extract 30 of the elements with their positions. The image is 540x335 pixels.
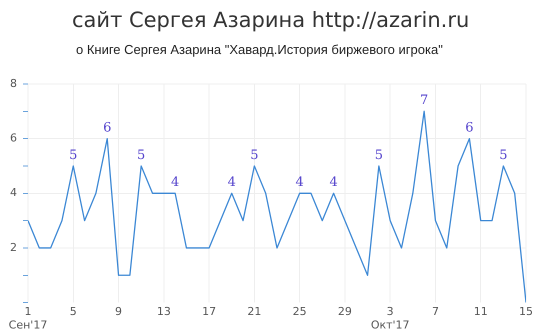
y-tick-label: 8 bbox=[10, 76, 17, 90]
x-tick-label: 7 bbox=[432, 305, 439, 318]
data-label: 4 bbox=[170, 175, 180, 190]
x-tick-label: 11 bbox=[474, 305, 488, 318]
x-tick-label: 1 Сен'17 bbox=[8, 305, 48, 332]
chart-title: сайт Сергея Азарина http://azarin.ru bbox=[72, 8, 470, 32]
data-label: 6 bbox=[465, 120, 474, 136]
data-label: 4 bbox=[329, 175, 338, 190]
data-label: 6 bbox=[103, 120, 112, 136]
data-label: 5 bbox=[499, 148, 508, 163]
data-label: 5 bbox=[250, 148, 259, 163]
data-label: 5 bbox=[69, 148, 78, 163]
x-tick-label: 29 bbox=[338, 305, 352, 318]
x-tick-label: 5 bbox=[70, 305, 77, 318]
data-label: 5 bbox=[137, 148, 146, 163]
data-label: 7 bbox=[420, 93, 428, 108]
x-tick-label: 15 bbox=[519, 305, 533, 318]
x-tick-label: 17 bbox=[202, 305, 216, 318]
data-label: 4 bbox=[228, 175, 236, 190]
y-tick-label: 2 bbox=[10, 240, 17, 254]
data-label: 5 bbox=[374, 148, 384, 163]
x-tick-label: 13 bbox=[156, 305, 171, 318]
x-tick-label: 25 bbox=[292, 305, 307, 318]
y-tick-label: 6 bbox=[10, 132, 17, 145]
data-label: 4 bbox=[295, 175, 304, 190]
x-tick-label: 21 bbox=[247, 305, 262, 318]
chart-subtitle: о Книге Сергея Азарина "Хавард.История биржевого игрока" bbox=[76, 42, 443, 57]
x-tick-label: 3 Окт'17 bbox=[370, 305, 410, 332]
y-tick-label: 4 bbox=[10, 186, 17, 200]
x-tick-label: 9 bbox=[115, 305, 122, 318]
